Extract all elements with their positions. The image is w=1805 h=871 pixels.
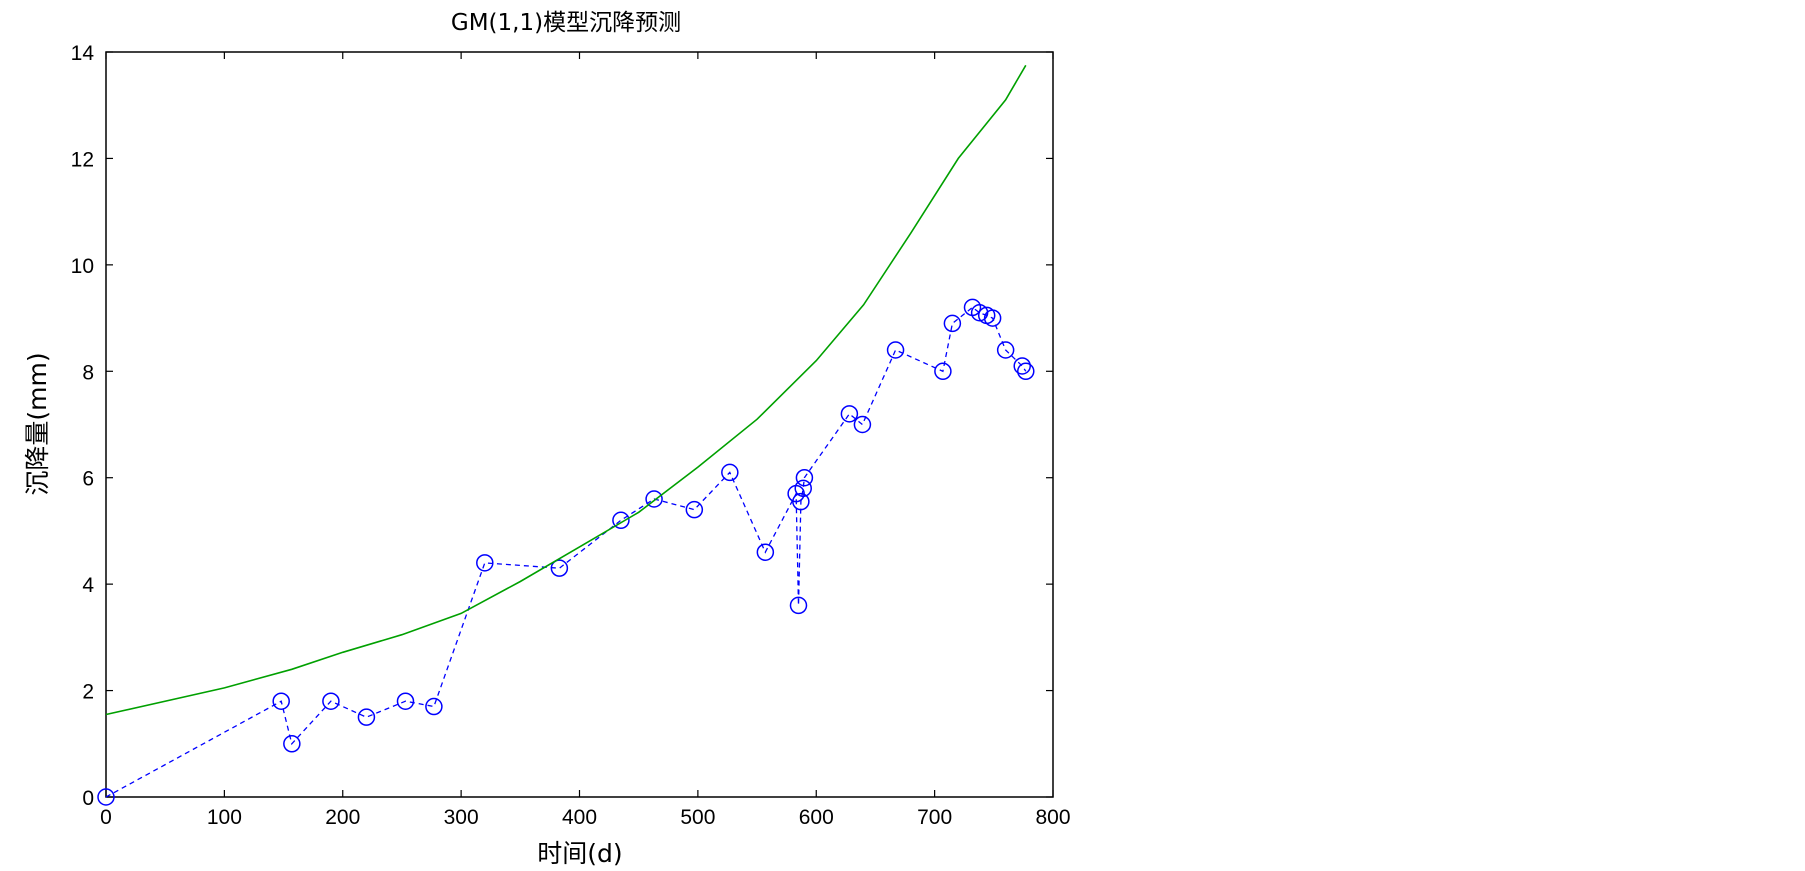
predicted-series-line [105, 64, 1027, 716]
measured-data-point [476, 554, 494, 572]
measured-data-point [1017, 362, 1035, 381]
y-tick-label: 14 [71, 42, 95, 65]
measured-data-point [721, 463, 739, 482]
y-tick-label: 10 [71, 255, 94, 278]
measured-data-point [396, 692, 415, 710]
measured-data-point [983, 309, 1002, 327]
tick-group: 0 100 200 300 400 500 600 700 800 0 2 4 6 8 10 12 14 [71, 42, 1071, 829]
measured-data-point [996, 341, 1015, 359]
series-layer [97, 64, 1035, 806]
measured-data-point [322, 692, 340, 710]
measured-data-point [645, 490, 663, 508]
x-tick-label: 300 [444, 806, 479, 829]
measured-data-point [840, 405, 859, 423]
measured-data-point [550, 559, 569, 577]
measured-data-point [272, 692, 290, 710]
y-axis-label: 沉降量(mm) [23, 352, 52, 495]
measured-data-point [853, 415, 872, 434]
x-tick-label: 100 [207, 806, 242, 829]
measured-data-point [97, 788, 115, 806]
y-tick-label: 0 [82, 787, 94, 810]
x-axis-label: 时间(d) [537, 839, 622, 868]
chart-title: GM(1,1)模型沉降预测 [451, 10, 681, 36]
measured-data-point [792, 492, 810, 511]
y-tick-label: 8 [82, 361, 94, 384]
x-tick-label: 400 [562, 806, 597, 829]
measured-data-point [685, 500, 704, 519]
measured-data-point [794, 479, 812, 498]
measured-data-point [425, 697, 443, 716]
x-tick-label: 200 [325, 806, 360, 829]
y-tick-label: 4 [82, 574, 94, 597]
x-tick-label: 700 [917, 806, 952, 829]
y-tick-label: 12 [71, 148, 94, 171]
x-tick-label: 800 [1035, 806, 1070, 829]
x-tick-label: 600 [799, 806, 834, 829]
x-tick-label: 500 [680, 806, 715, 829]
measured-data-point [795, 468, 814, 487]
measured-data-point [612, 511, 630, 530]
measured-data-point [357, 708, 376, 726]
measured-data-point [283, 735, 301, 753]
measured-data-point [789, 596, 808, 615]
measured-data-point [943, 314, 962, 333]
x-tick-label: 0 [100, 806, 112, 829]
measured-data-point [1013, 357, 1031, 375]
y-tick-label: 2 [82, 681, 94, 704]
measured-data-point [934, 362, 952, 381]
measured-series-line [105, 306, 1027, 798]
measured-data-point [756, 543, 775, 561]
measured-data-point [886, 341, 905, 359]
y-tick-label: 6 [82, 468, 94, 491]
